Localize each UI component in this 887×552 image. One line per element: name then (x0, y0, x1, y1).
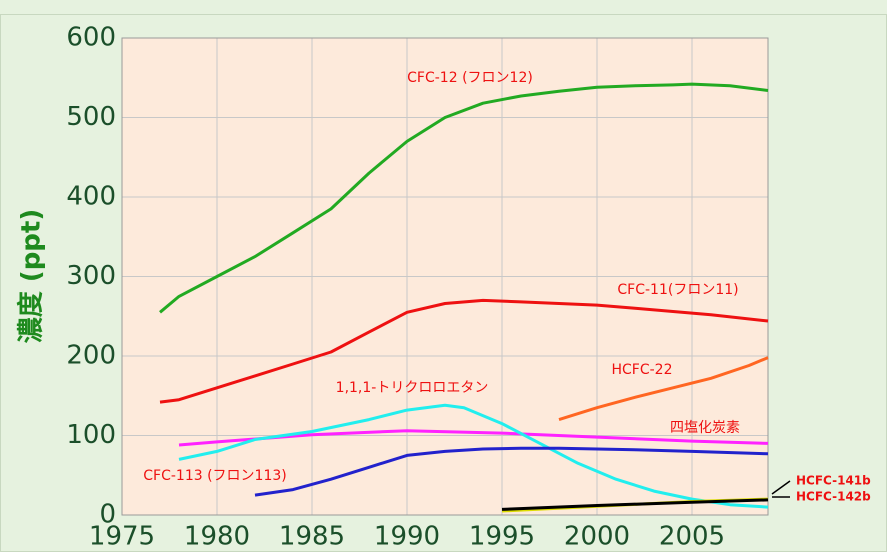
series-line (178, 403, 769, 509)
y-tick-label: 300 (66, 261, 116, 291)
series-line (558, 356, 769, 422)
series-label: HCFC-141b (796, 474, 871, 488)
series-line (159, 82, 769, 314)
series-label: 1,1,1-トリクロロエタン (336, 380, 489, 396)
series-line (178, 429, 769, 447)
x-tick-label: 1985 (279, 522, 345, 552)
x-tick-label: 2000 (564, 522, 630, 552)
y-tick-label: 100 (66, 420, 116, 450)
y-tick-label: 600 (66, 23, 116, 53)
series-label: 四塩化炭素 (670, 420, 740, 436)
series-label: CFC-11(フロン11) (617, 282, 738, 298)
y-tick-label: 400 (66, 182, 116, 212)
series-label: HCFC-22 (612, 362, 673, 378)
plot-border (121, 37, 769, 516)
series-label: CFC-113 (フロン113) (143, 468, 286, 484)
label-arrow (771, 480, 791, 495)
series-label: HCFC-142b (796, 490, 871, 504)
x-tick-label: 2005 (659, 522, 725, 552)
x-tick-label: 1975 (89, 522, 155, 552)
x-tick-label: 1995 (469, 522, 535, 552)
series-line (254, 446, 769, 497)
y-tick-label: 500 (66, 102, 116, 132)
y-tick-label: 200 (66, 341, 116, 371)
series-line (501, 498, 769, 511)
x-tick-label: 1980 (184, 522, 250, 552)
x-tick-label: 1990 (374, 522, 440, 552)
series-line (159, 298, 769, 404)
y-axis-label: 濃度 (ppt) (16, 209, 47, 343)
y-tick-label: 0 (99, 500, 116, 530)
series-label: CFC-12 (フロン12) (407, 70, 533, 86)
